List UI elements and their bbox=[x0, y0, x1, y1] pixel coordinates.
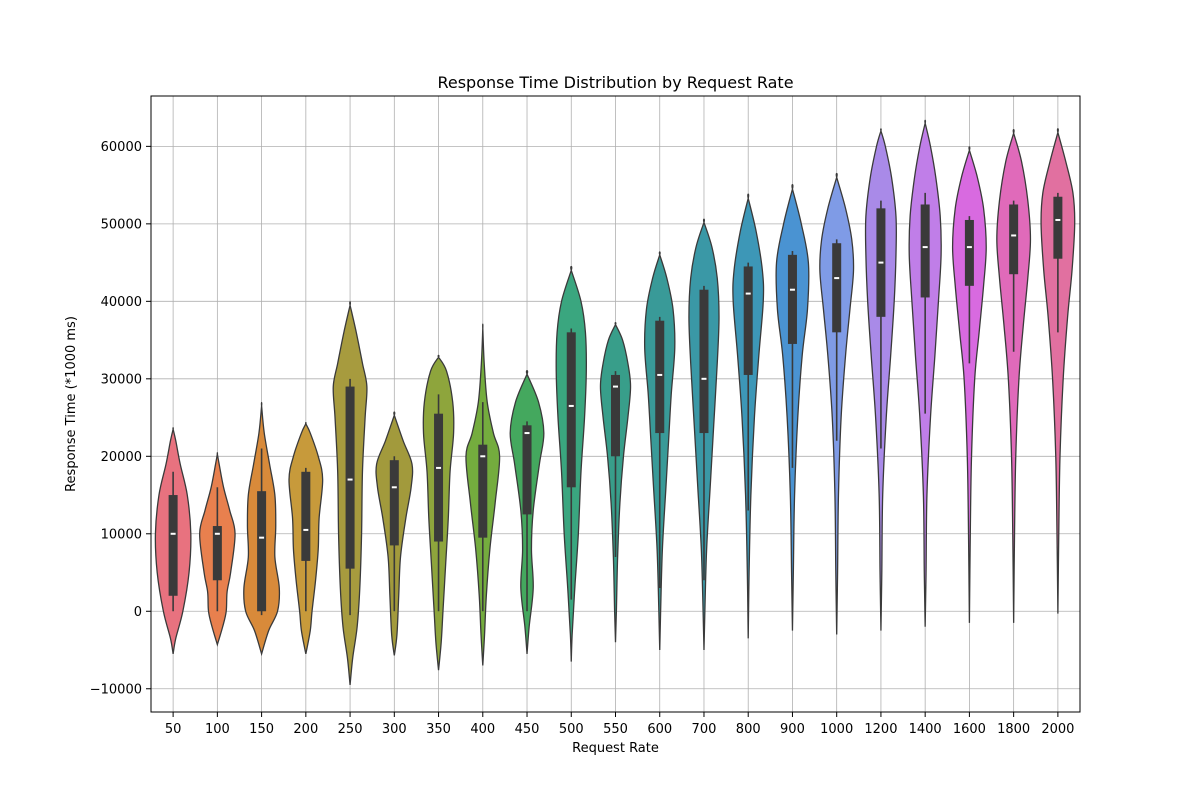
y-tick-label: 30000 bbox=[101, 372, 142, 387]
violin-iqr-box bbox=[699, 289, 709, 434]
x-tick-label: 450 bbox=[515, 722, 540, 737]
violin-iqr-box bbox=[743, 266, 753, 375]
violin-100 bbox=[199, 452, 236, 647]
x-axis-ticks: 50 100 150 200 250 300 350 400 450 500 550 600 700 80… bbox=[165, 712, 1074, 737]
violin-600 bbox=[643, 251, 676, 651]
x-tick-label: 1400 bbox=[909, 722, 942, 737]
violin-iqr-box bbox=[787, 254, 797, 344]
y-tick-label: 40000 bbox=[101, 295, 142, 310]
x-tick-label: 400 bbox=[470, 722, 495, 737]
violin-1200 bbox=[864, 128, 898, 631]
y-tick-label: 10000 bbox=[101, 527, 142, 542]
x-tick-label: 700 bbox=[692, 722, 717, 737]
x-tick-label: 50 bbox=[165, 722, 182, 737]
x-tick-label: 300 bbox=[382, 722, 407, 737]
x-tick-label: 1800 bbox=[997, 722, 1030, 737]
violin-400 bbox=[465, 323, 501, 666]
violin-iqr-box bbox=[832, 243, 842, 333]
violin-300 bbox=[375, 411, 414, 656]
violin-200 bbox=[288, 421, 324, 655]
x-tick-label: 350 bbox=[426, 722, 451, 737]
violin-1000 bbox=[819, 172, 855, 635]
x-tick-label: 250 bbox=[338, 722, 363, 737]
violin-iqr-box bbox=[478, 444, 488, 538]
x-tick-label: 550 bbox=[603, 722, 628, 737]
violin-body bbox=[1040, 128, 1076, 614]
violin-iqr-box bbox=[964, 219, 974, 286]
x-tick-label: 600 bbox=[647, 722, 672, 737]
violin-iqr-box bbox=[434, 413, 444, 542]
violin-iqr-box bbox=[345, 386, 355, 569]
violin-50 bbox=[154, 427, 192, 654]
violin-700 bbox=[688, 218, 720, 651]
x-tick-label: 200 bbox=[293, 722, 318, 737]
violin-iqr-box bbox=[212, 526, 222, 581]
violin-2000 bbox=[1040, 128, 1076, 614]
violin-250 bbox=[332, 301, 368, 685]
violin-iqr-box bbox=[1009, 204, 1019, 275]
violin-iqr-box bbox=[522, 425, 532, 515]
y-tick-label: 0 bbox=[134, 605, 142, 620]
y-tick-label: 20000 bbox=[101, 450, 142, 465]
x-tick-label: 800 bbox=[736, 722, 761, 737]
chart-title: Response Time Distribution by Request Ra… bbox=[437, 73, 793, 92]
violin-550 bbox=[599, 321, 632, 643]
violin-iqr-box bbox=[611, 374, 620, 457]
x-tick-label: 150 bbox=[249, 722, 274, 737]
violin-1600 bbox=[951, 146, 987, 623]
violin-iqr-box bbox=[301, 471, 311, 561]
y-axis-label: Response Time (*1000 ms) bbox=[64, 316, 79, 492]
violin-iqr-box bbox=[566, 332, 576, 488]
x-tick-label: 1200 bbox=[864, 722, 897, 737]
x-tick-label: 100 bbox=[205, 722, 230, 737]
violin-450 bbox=[509, 370, 545, 654]
violin-body bbox=[996, 128, 1032, 623]
violin-800 bbox=[732, 193, 765, 639]
y-tick-label: −10000 bbox=[90, 682, 142, 697]
y-tick-label: 50000 bbox=[101, 217, 142, 232]
x-tick-label: 1000 bbox=[820, 722, 853, 737]
x-tick-label: 2000 bbox=[1041, 722, 1074, 737]
violin-900 bbox=[775, 183, 810, 631]
x-tick-label: 1600 bbox=[953, 722, 986, 737]
violins bbox=[154, 119, 1076, 685]
violin-150 bbox=[243, 401, 281, 657]
violin-iqr-box bbox=[1053, 196, 1063, 259]
violin-1400 bbox=[908, 119, 942, 627]
y-axis-ticks: −10000 0 10000 20000 30000 40000 50000 60000 bbox=[90, 140, 151, 697]
x-tick-label: 500 bbox=[559, 722, 584, 737]
x-tick-label: 900 bbox=[780, 722, 805, 737]
violin-350 bbox=[422, 354, 455, 671]
y-tick-label: 60000 bbox=[101, 140, 142, 155]
violin-500 bbox=[555, 265, 588, 662]
violin-iqr-box bbox=[257, 491, 267, 612]
violin-iqr-box bbox=[168, 495, 178, 596]
x-axis-label: Request Rate bbox=[572, 741, 659, 756]
violin-body bbox=[951, 146, 987, 623]
violin-iqr-box bbox=[389, 460, 399, 546]
violin-iqr-box bbox=[920, 204, 930, 298]
violin-iqr-box bbox=[655, 320, 665, 434]
violin-1800 bbox=[996, 128, 1032, 623]
